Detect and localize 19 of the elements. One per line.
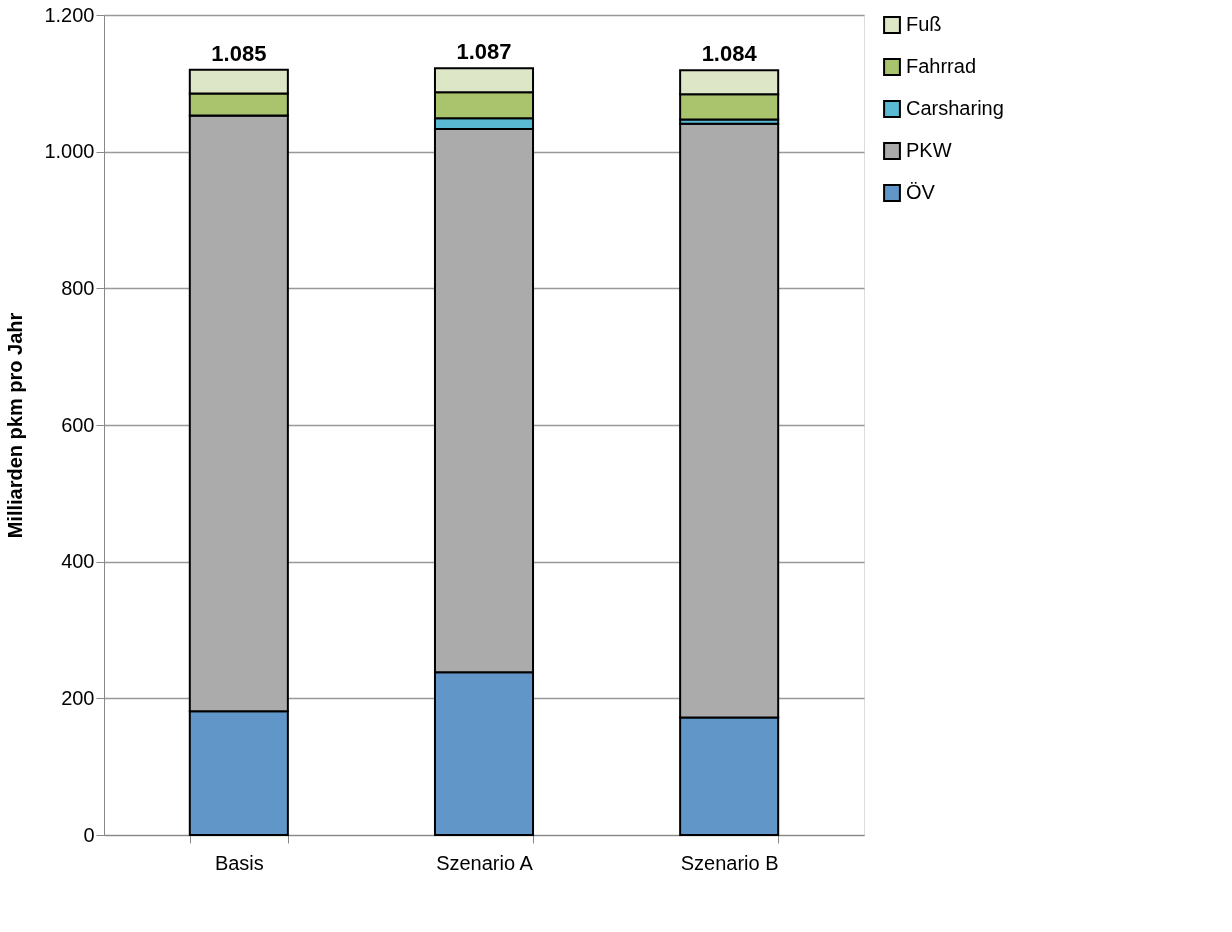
legend-label: ÖV: [906, 181, 936, 203]
annotation: 1.085: [211, 40, 267, 66]
x-tick-label: Basis: [214, 851, 264, 874]
legend-label: Carsharing: [906, 97, 1004, 119]
legend-label: Fuß: [906, 13, 942, 35]
x-tick-label: Szenario B: [680, 851, 779, 874]
legend-label: Fahrrad: [906, 55, 977, 77]
annotation: 1.084: [701, 41, 758, 67]
y-tick-label: 200: [61, 686, 95, 709]
y-tick-label: 1.000: [44, 140, 95, 163]
y-tick-label: 400: [61, 550, 95, 573]
y-tick-label: 0: [83, 823, 95, 846]
y-tick-label: 1.200: [44, 3, 95, 26]
annotation: 1.087: [456, 39, 512, 65]
y-tick-label: 800: [61, 276, 95, 299]
y-axis-title: Milliarden pkm pro Jahr: [4, 312, 27, 539]
y-tick-label: 600: [61, 413, 95, 436]
legend-label: PKW: [906, 139, 952, 161]
x-tick-label: Szenario A: [436, 851, 534, 874]
